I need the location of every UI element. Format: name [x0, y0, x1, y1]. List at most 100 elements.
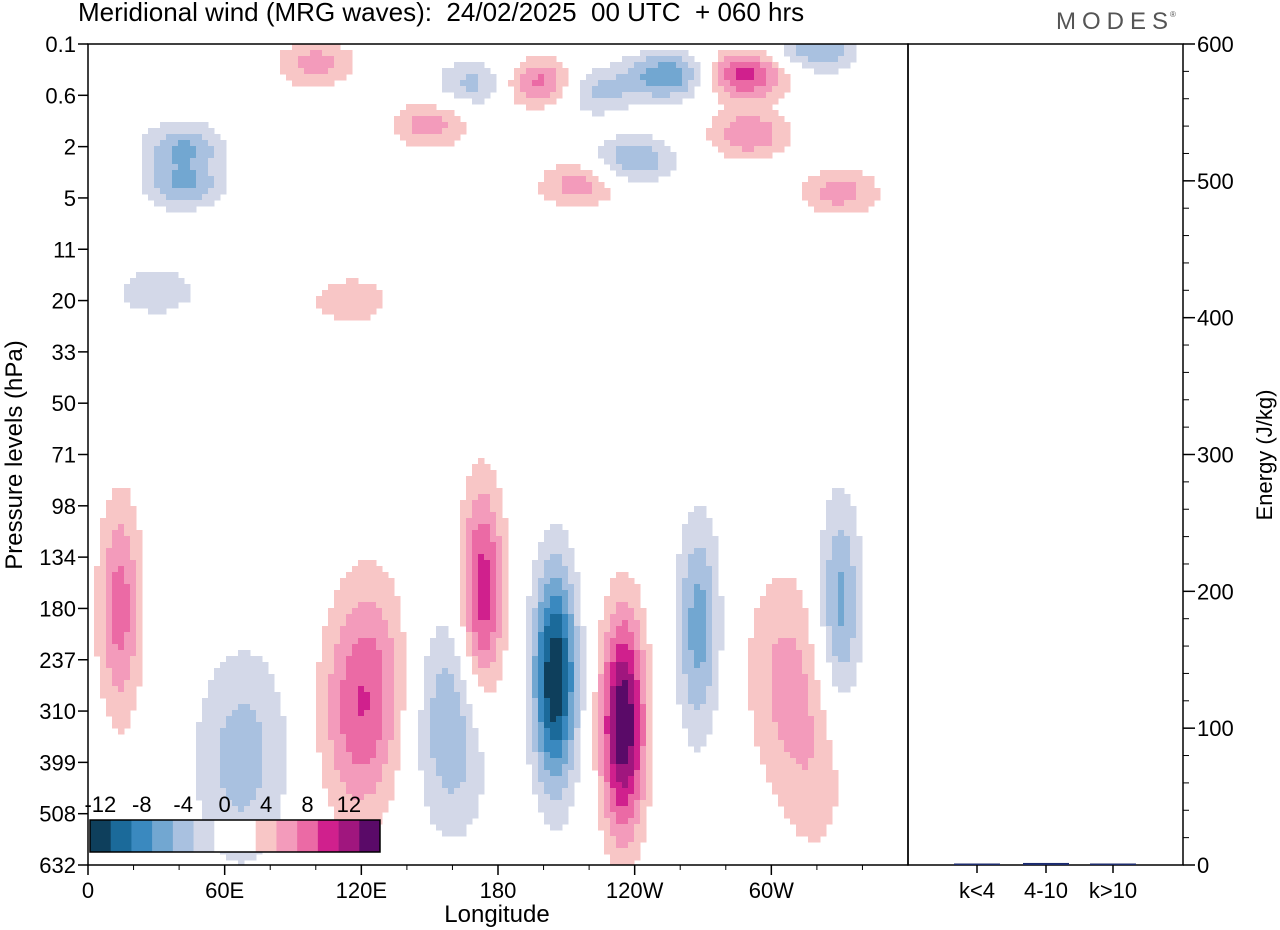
- field-cell: [112, 560, 119, 567]
- field-cell: [334, 74, 341, 81]
- field-cell: [598, 746, 605, 753]
- field-cell: [454, 698, 461, 705]
- field-cell: [166, 302, 173, 309]
- field-cell: [688, 650, 695, 657]
- field-cell: [556, 608, 563, 615]
- field-cell: [316, 704, 323, 711]
- field-cell: [376, 578, 383, 585]
- field-cell: [160, 284, 167, 291]
- field-cell: [784, 626, 791, 633]
- field-cell: [490, 650, 497, 657]
- field-cell: [202, 776, 209, 783]
- field-cell: [418, 734, 425, 741]
- field-cell: [760, 608, 767, 615]
- field-cell: [358, 704, 365, 711]
- field-cell: [628, 842, 635, 849]
- field-cell: [502, 530, 509, 537]
- field-cell: [574, 698, 581, 705]
- field-cell: [268, 800, 275, 807]
- field-cell: [628, 80, 635, 87]
- energy-tick-label: 500: [1197, 169, 1234, 194]
- field-cell: [184, 176, 191, 183]
- field-cell: [436, 644, 443, 651]
- field-cell: [538, 668, 545, 675]
- field-cell: [340, 686, 347, 693]
- field-cell: [94, 644, 101, 651]
- field-cell: [778, 794, 785, 801]
- field-cell: [340, 614, 347, 621]
- field-cell: [358, 590, 365, 597]
- field-cell: [682, 626, 689, 633]
- field-cell: [562, 74, 569, 81]
- field-cell: [664, 50, 671, 57]
- field-cell: [364, 674, 371, 681]
- field-cell: [628, 62, 635, 69]
- field-cell: [514, 92, 521, 99]
- field-cell: [760, 596, 767, 603]
- field-cell: [772, 650, 779, 657]
- field-cell: [442, 806, 449, 813]
- field-cell: [754, 704, 761, 711]
- field-cell: [694, 566, 701, 573]
- field-cell: [136, 668, 143, 675]
- field-cell: [448, 782, 455, 789]
- field-cell: [724, 56, 731, 63]
- field-cell: [850, 680, 857, 687]
- field-cell: [556, 638, 563, 645]
- field-cell: [784, 680, 791, 687]
- field-cell: [454, 74, 461, 81]
- field-cell: [592, 722, 599, 729]
- field-cell: [748, 704, 755, 711]
- field-cell: [328, 62, 335, 69]
- field-cell: [652, 86, 659, 93]
- field-cell: [376, 686, 383, 693]
- field-cell: [364, 782, 371, 789]
- field-cell: [130, 302, 137, 309]
- field-cell: [202, 194, 209, 201]
- field-cell: [298, 80, 305, 87]
- field-cell: [790, 578, 797, 585]
- field-cell: [496, 560, 503, 567]
- field-cell: [640, 836, 647, 843]
- field-cell: [622, 146, 629, 153]
- field-cell: [850, 200, 857, 207]
- field-cell: [118, 488, 125, 495]
- field-cell: [256, 764, 263, 771]
- field-cell: [826, 746, 833, 753]
- field-cell: [460, 590, 467, 597]
- field-cell: [790, 776, 797, 783]
- field-cell: [208, 686, 215, 693]
- field-cell: [622, 794, 629, 801]
- field-cell: [796, 830, 803, 837]
- field-cell: [790, 710, 797, 717]
- field-cell: [676, 590, 683, 597]
- field-cell: [124, 506, 131, 513]
- field-cell: [802, 722, 809, 729]
- field-cell: [478, 788, 485, 795]
- field-cell: [628, 686, 635, 693]
- field-cell: [736, 80, 743, 87]
- field-cell: [826, 794, 833, 801]
- field-cell: [322, 770, 329, 777]
- field-cell: [172, 122, 179, 129]
- field-cell: [484, 548, 491, 555]
- field-cell: [802, 194, 809, 201]
- field-cell: [340, 590, 347, 597]
- field-cell: [466, 794, 473, 801]
- field-cell: [274, 734, 281, 741]
- field-cell: [178, 188, 185, 195]
- field-cell: [256, 668, 263, 675]
- field-cell: [346, 722, 353, 729]
- field-cell: [334, 644, 341, 651]
- field-cell: [106, 710, 113, 717]
- field-cell: [688, 536, 695, 543]
- energy-category-label: k>10: [1089, 878, 1137, 903]
- field-cell: [484, 536, 491, 543]
- field-cell: [190, 194, 197, 201]
- field-cell: [634, 740, 641, 747]
- field-cell: [634, 152, 641, 159]
- field-cell: [394, 674, 401, 681]
- field-cell: [250, 680, 257, 687]
- field-cell: [832, 524, 839, 531]
- field-cell: [436, 116, 443, 123]
